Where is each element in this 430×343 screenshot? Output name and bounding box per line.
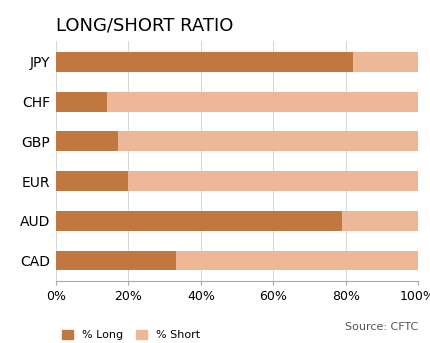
Bar bbox=[56, 52, 352, 72]
Bar bbox=[56, 171, 128, 191]
Bar bbox=[341, 211, 417, 230]
Text: Source: CFTC: Source: CFTC bbox=[344, 322, 417, 332]
Bar bbox=[56, 211, 341, 230]
Bar bbox=[352, 52, 417, 72]
Bar bbox=[117, 131, 417, 151]
Bar bbox=[56, 92, 107, 111]
Bar bbox=[107, 92, 417, 111]
Bar bbox=[56, 250, 175, 270]
Bar bbox=[128, 171, 417, 191]
Text: LONG/SHORT RATIO: LONG/SHORT RATIO bbox=[56, 16, 233, 34]
Bar bbox=[56, 131, 117, 151]
Bar bbox=[175, 250, 417, 270]
Legend: % Long, % Short: % Long, % Short bbox=[61, 330, 200, 341]
